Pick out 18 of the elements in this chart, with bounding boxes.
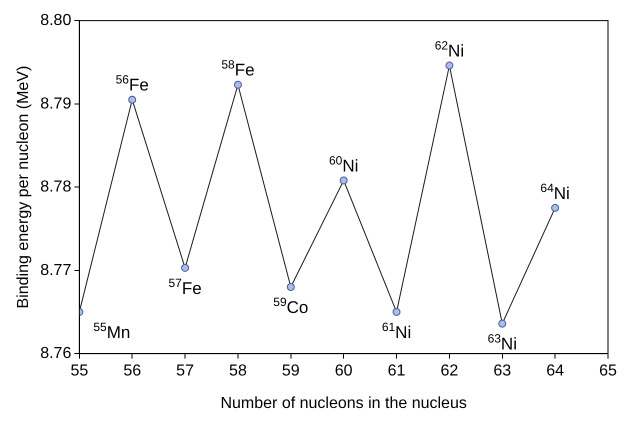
x-tick-label: 59: [282, 362, 300, 380]
x-axis-title: Number of nucleons in the nucleus: [220, 394, 467, 412]
y-tick-label: 8.77: [40, 262, 72, 279]
x-tick-label: 62: [440, 362, 458, 380]
y-tick-label: 8.76: [40, 345, 72, 362]
y-tick-label: 8.79: [40, 95, 72, 112]
x-tick-label: 60: [334, 362, 353, 380]
x-tick-label: 64: [546, 362, 564, 380]
x-tick-label: 65: [599, 362, 617, 380]
x-tick-label: 56: [123, 362, 142, 380]
y-axis-title: Binding energy per nucleon (MeV): [15, 66, 32, 309]
x-tick-label: 57: [176, 362, 194, 380]
x-tick-label: 55: [70, 362, 88, 380]
x-tick-label: 58: [229, 362, 247, 380]
y-tick-label: 8.80: [40, 12, 72, 30]
x-tick-label: 63: [493, 362, 512, 380]
y-tick-label: 8.78: [40, 178, 72, 196]
x-tick-label: 61: [388, 362, 406, 380]
